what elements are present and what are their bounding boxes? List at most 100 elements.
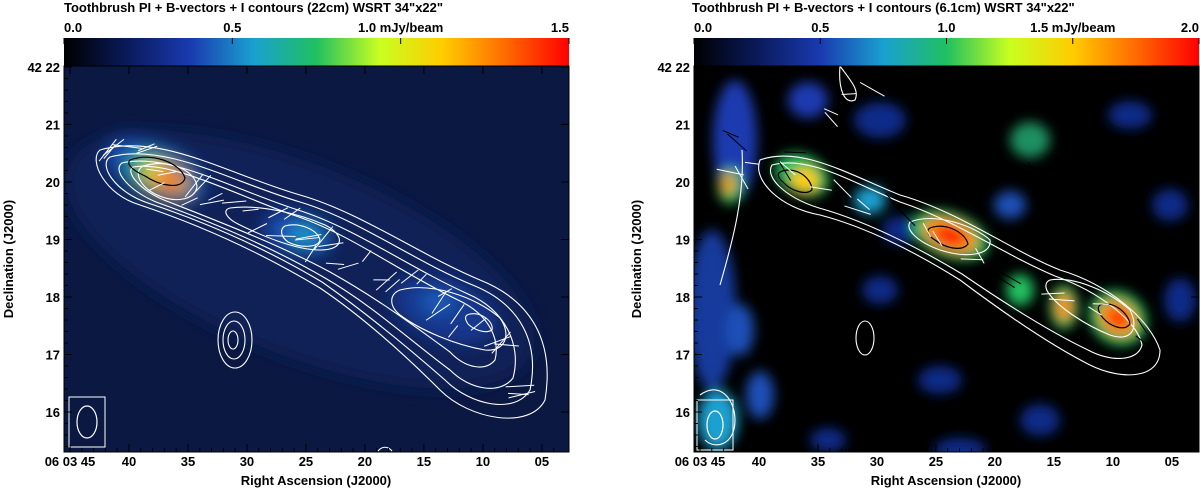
b-vector — [268, 207, 289, 219]
y-tick-label: 17 — [676, 348, 690, 363]
y-tick-label: 18 — [676, 290, 690, 305]
b-vector — [295, 234, 322, 240]
b-vector — [484, 335, 512, 347]
colorbar-tick-label: 1.0 — [937, 20, 955, 35]
b-vector — [247, 223, 268, 234]
b-vectors — [98, 138, 536, 399]
b-vector — [1135, 335, 1151, 348]
x-axis-label: Right Ascension (J2000) — [241, 473, 392, 488]
b-vector — [184, 173, 204, 198]
x-tick-label: 15 — [417, 454, 431, 469]
b-vector — [208, 192, 223, 201]
colorbar-tick-label: 1.5 — [551, 20, 569, 35]
beam-ellipse — [706, 410, 724, 440]
b-vector — [856, 198, 870, 210]
y-tick-label: 42 22 — [27, 60, 60, 75]
b-vector — [400, 269, 419, 284]
y-tick-label: 19 — [676, 233, 690, 248]
b-vector — [136, 145, 158, 154]
b-vector — [722, 130, 739, 138]
colorbar-tick-labels: 0.0 0.5 1.0 1.5 mJy/beam 2.0 — [693, 20, 1200, 44]
b-vector — [283, 207, 301, 220]
b-vector — [266, 235, 296, 237]
panel-title: Toothbrush PI + B-vectors + I contours (… — [692, 0, 1075, 15]
b-vector — [932, 230, 943, 247]
x-tick-label: 05 — [535, 454, 549, 469]
b-vector — [996, 269, 1022, 285]
y-tick-label: 42 22 — [657, 60, 690, 75]
colorbar-tick-label: 0.0 — [694, 20, 712, 35]
axes: 06 03 45 40 35 30 25 20 15 10 05 42 22 21 20 19 18 17 1… — [27, 60, 569, 469]
plot-frame — [693, 65, 1200, 453]
x-tick-label: 35 — [811, 454, 825, 469]
x-tick-label: 25 — [299, 454, 313, 469]
b-vector — [508, 390, 536, 399]
b-vector — [491, 331, 511, 354]
b-vector — [337, 262, 359, 270]
b-vector — [221, 200, 247, 204]
x-tick-label: 40 — [122, 454, 136, 469]
axes: 06 03 45 40 35 30 25 20 15 10 05 42 22 21 20 19 18 17 1… — [657, 60, 1199, 469]
x-tick-label: 05 — [1165, 454, 1179, 469]
colorbar-tick-label: 1.5 mJy/beam — [1030, 20, 1115, 35]
b-vector — [157, 171, 176, 176]
b-vector — [1048, 298, 1075, 302]
y-tick-label: 18 — [46, 290, 60, 305]
b-vector — [192, 174, 212, 195]
x-tick-label: 30 — [240, 454, 254, 469]
b-vector — [734, 165, 749, 190]
b-vector — [112, 144, 142, 149]
panel-22cm: Toothbrush PI + B-vectors + I contours (… — [1, 0, 570, 488]
b-vector — [431, 291, 447, 314]
y-tick-label: 19 — [46, 233, 60, 248]
colorbar — [64, 38, 569, 66]
colorbar-tick-label: 0.5 — [811, 20, 829, 35]
b-vector — [1092, 303, 1109, 305]
b-vector — [470, 317, 487, 331]
b-vector — [809, 186, 832, 191]
b-vector — [993, 274, 1015, 288]
inner-contours — [128, 156, 186, 186]
b-vector — [313, 226, 334, 251]
b-vector — [425, 303, 451, 321]
x-tick-label: 20 — [358, 454, 372, 469]
b-vector — [318, 242, 344, 248]
b-vector — [823, 108, 839, 116]
b-vector — [375, 271, 397, 291]
b-vector — [1028, 162, 1040, 188]
b-vector — [727, 133, 747, 152]
b-vector — [833, 179, 852, 198]
b-vector — [975, 248, 985, 264]
x-tick-label: 10 — [1106, 454, 1120, 469]
y-axis-label: Declination (J2000) — [629, 200, 644, 319]
b-vector — [1088, 306, 1102, 316]
b-vector — [450, 304, 465, 325]
b-vector — [137, 143, 155, 152]
panel-title: Toothbrush PI + B-vectors + I contours (… — [64, 0, 443, 15]
colorbar-tick-label: 2.0 — [1181, 20, 1199, 35]
b-vector — [181, 197, 198, 206]
b-vector — [779, 161, 796, 176]
colorbar-tick-label: 0.0 — [64, 20, 82, 35]
y-tick-label: 17 — [46, 348, 60, 363]
b-vector — [859, 81, 885, 97]
b-vector — [98, 138, 117, 162]
beam-box — [68, 396, 106, 448]
panel-6cm: Toothbrush PI + B-vectors + I contours (… — [629, 0, 1200, 488]
intensity-contours — [699, 66, 1161, 446]
b-vector — [242, 208, 259, 212]
colorbar-tick-labels: 0.0 0.5 1.0 mJy/beam 1.5 — [63, 20, 570, 44]
y-tick-label: 20 — [676, 175, 690, 190]
b-vector — [148, 182, 165, 191]
image-area — [694, 66, 1199, 452]
b-vector — [494, 343, 519, 347]
colorbar-tick-label: 0.5 — [223, 20, 241, 35]
b-vector — [437, 288, 453, 297]
b-vector — [778, 161, 792, 181]
b-vector — [199, 199, 224, 206]
b-vector — [385, 279, 400, 293]
b-vector — [294, 237, 320, 241]
b-vector — [304, 245, 317, 263]
y-axis-label: Declination (J2000) — [1, 200, 16, 319]
